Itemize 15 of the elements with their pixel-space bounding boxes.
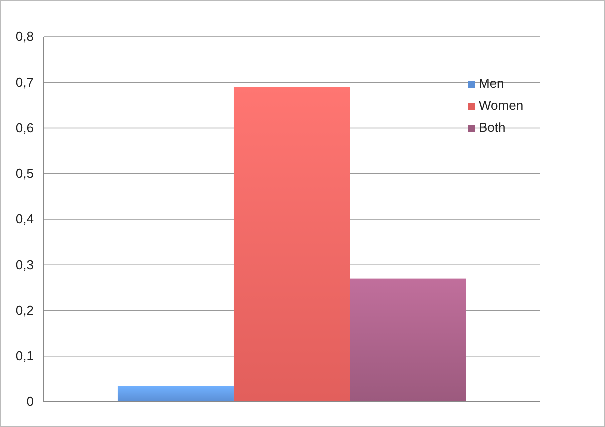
- y-tick-label: 0,5: [16, 166, 34, 182]
- legend-label: Women: [479, 98, 524, 113]
- bar: [118, 386, 234, 402]
- legend-label: Both: [479, 120, 506, 135]
- y-tick-label: 0,8: [16, 29, 34, 44]
- y-tick-label: 0,7: [16, 74, 34, 90]
- y-tick-label: 0,2: [16, 302, 34, 318]
- y-tick-label: 0,6: [16, 120, 34, 136]
- bar: [350, 278, 466, 402]
- y-tick-label: 0,3: [16, 257, 34, 272]
- y-tick-label: 0,4: [16, 212, 34, 227]
- y-tick-label: 0,1: [16, 348, 34, 364]
- legend-label: Men: [479, 76, 504, 91]
- bar: [234, 87, 350, 402]
- y-tick-label: 0: [26, 394, 34, 410]
